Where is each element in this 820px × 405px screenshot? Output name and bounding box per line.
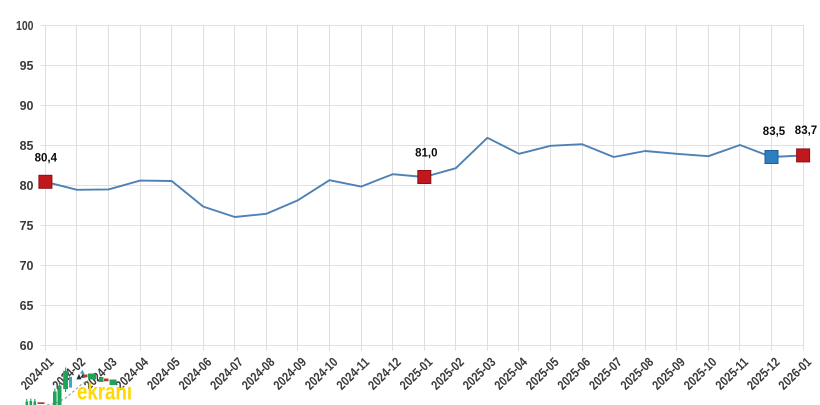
svg-text:95: 95 [20,58,34,73]
svg-text:85: 85 [20,138,34,153]
svg-text:80,4: 80,4 [35,152,58,164]
svg-text:90: 90 [20,98,34,113]
svg-text:83,5: 83,5 [763,126,786,138]
svg-text:75: 75 [20,218,34,233]
svg-text:100: 100 [16,18,34,33]
svg-text:65: 65 [20,298,34,313]
svg-text:83,7: 83,7 [795,125,817,137]
svg-text:60: 60 [20,338,34,353]
svg-text:70: 70 [20,258,34,273]
svg-text:81,0: 81,0 [415,148,437,160]
svg-text:80: 80 [20,178,34,193]
svg-text:ekranı: ekranı [77,379,132,405]
